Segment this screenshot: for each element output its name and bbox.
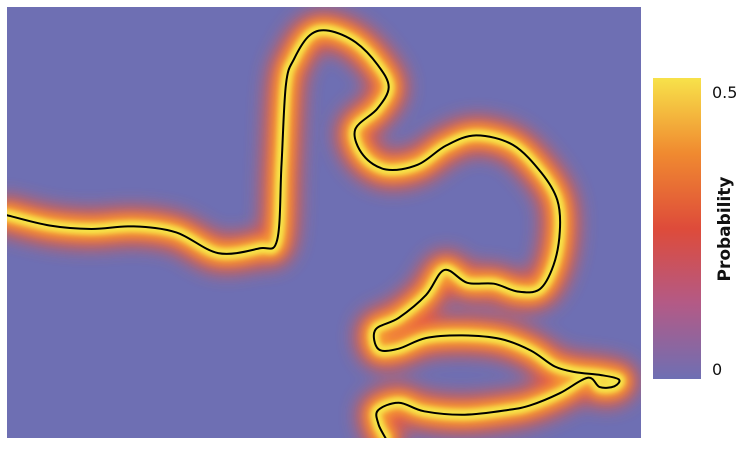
colorbar-tick-label-min: 0 bbox=[712, 360, 722, 379]
colorbar-gradient bbox=[653, 78, 701, 379]
colorbar-tick-label-max: 0.5 bbox=[712, 83, 737, 102]
plot-area bbox=[7, 7, 641, 438]
trajectory-curve bbox=[7, 29, 621, 438]
colorbar-title: Probability bbox=[715, 176, 735, 281]
colorbar: 0.5 0 Probability bbox=[653, 78, 737, 379]
